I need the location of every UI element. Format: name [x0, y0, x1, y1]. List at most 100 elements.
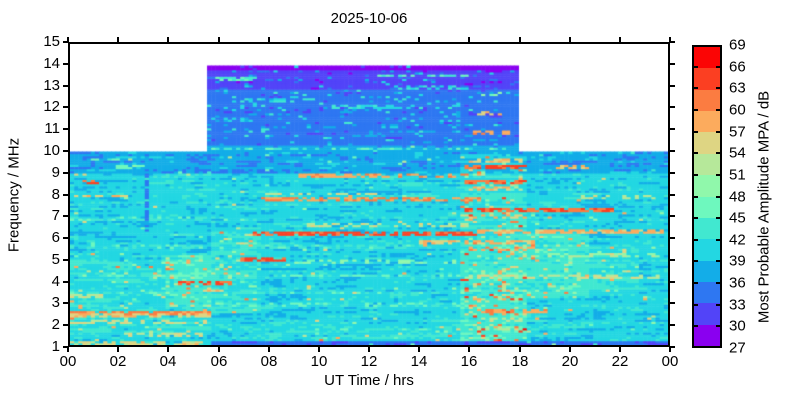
y-tick-right [670, 41, 675, 43]
x-tick-label: 02 [109, 353, 127, 370]
y-tick-label: 4 [51, 273, 60, 290]
y-tick-right [670, 215, 675, 217]
colorbar-tick-right [716, 260, 720, 263]
y-tick-label: 1 [51, 338, 60, 355]
x-tick-top [67, 37, 69, 42]
x-tick-bottom [67, 347, 69, 352]
x-tick-top [368, 37, 370, 42]
colorbar-tick-left [694, 303, 698, 306]
colorbar-tick-label: 30 [729, 317, 746, 335]
y-tick-label: 2 [51, 316, 60, 333]
x-tick-bottom [468, 347, 470, 352]
x-tick-label: 10 [310, 353, 328, 370]
x-tick-label: 04 [159, 353, 177, 370]
y-tick-left [63, 172, 68, 174]
y-tick-right [670, 324, 675, 326]
x-tick-top [519, 37, 521, 42]
x-tick-bottom [418, 347, 420, 352]
colorbar-tick-label: 63 [729, 79, 746, 97]
x-tick-bottom [268, 347, 270, 352]
x-tick-label: 22 [611, 353, 629, 370]
y-tick-left [63, 237, 68, 239]
x-tick-bottom [619, 347, 621, 352]
y-tick-left [63, 150, 68, 152]
y-tick-right [670, 85, 675, 87]
x-tick-top [468, 37, 470, 42]
y-tick-right [670, 281, 675, 283]
colorbar-tick-right [716, 195, 720, 198]
colorbar-tick-label: 33 [729, 296, 746, 314]
x-tick-label: 08 [260, 353, 278, 370]
colorbar-block [694, 153, 720, 176]
x-tick-top [318, 37, 320, 42]
colorbar-tick-left [694, 260, 698, 263]
x-tick-top [117, 37, 119, 42]
colorbar-tick-label: 51 [729, 166, 746, 184]
chart-title: 2025-10-06 [330, 10, 408, 27]
y-tick-label: 3 [51, 294, 60, 311]
x-tick-bottom [117, 347, 119, 352]
y-tick-left [63, 63, 68, 65]
colorbar-tick-right [716, 87, 720, 90]
x-tick-top [167, 37, 169, 42]
x-tick-label: 14 [410, 353, 428, 370]
x-tick-label: 20 [561, 353, 579, 370]
y-tick-label: 13 [43, 77, 60, 94]
x-tick-bottom [519, 347, 521, 352]
colorbar-tick-label: 57 [729, 123, 746, 141]
colorbar-tick-label: 39 [729, 252, 746, 270]
y-tick-label: 7 [51, 207, 60, 224]
x-tick-label: 12 [360, 353, 378, 370]
y-tick-right [670, 194, 675, 196]
colorbar-tick-left [694, 108, 698, 111]
colorbar-tick-left [694, 195, 698, 198]
colorbar-tick-right [716, 303, 720, 306]
y-tick-right [670, 172, 675, 174]
colorbar-block [694, 175, 720, 197]
y-tick-right [670, 302, 675, 304]
y-tick-left [63, 324, 68, 326]
colorbar-tick-left [694, 130, 698, 133]
colorbar-block [694, 239, 720, 261]
colorbar-tick-right [716, 238, 720, 241]
y-tick-right [670, 63, 675, 65]
colorbar-tick-label: 45 [729, 209, 746, 227]
colorbar-block [694, 111, 720, 133]
x-tick-bottom [669, 347, 671, 352]
x-tick-top [619, 37, 621, 42]
y-tick-left [63, 281, 68, 283]
y-tick-label: 8 [51, 186, 60, 203]
x-tick-bottom [368, 347, 370, 352]
x-tick-top [268, 37, 270, 42]
x-tick-top [418, 37, 420, 42]
colorbar-tick-left [694, 238, 698, 241]
y-tick-left [63, 85, 68, 87]
colorbar-tick-right [716, 173, 720, 176]
x-tick-label: 18 [511, 353, 529, 370]
colorbar-block [694, 132, 720, 154]
colorbar-block [694, 68, 720, 90]
x-tick-bottom [218, 347, 220, 352]
x-tick-top [669, 37, 671, 42]
y-tick-right [670, 106, 675, 108]
colorbar-tick-left [694, 282, 698, 285]
colorbar-tick-label: 48 [729, 188, 746, 205]
colorbar-tick-right [716, 325, 720, 328]
y-tick-left [63, 128, 68, 130]
x-axis-label: UT Time / hrs [324, 372, 414, 389]
colorbar-block [694, 217, 720, 240]
colorbar-tick-left [694, 217, 698, 220]
x-tick-top [569, 37, 571, 42]
y-axis-label: Frequency / MHz [5, 137, 23, 253]
y-tick-label: 14 [43, 55, 60, 72]
colorbar-tick-right [716, 108, 720, 111]
y-tick-label: 9 [51, 164, 60, 181]
y-tick-label: 6 [51, 229, 60, 246]
x-tick-bottom [318, 347, 320, 352]
x-tick-label: 16 [460, 353, 478, 370]
colorbar-block [694, 47, 720, 69]
y-tick-left [63, 302, 68, 304]
colorbar-block [694, 281, 720, 304]
colorbar-tick-label: 66 [729, 58, 746, 76]
